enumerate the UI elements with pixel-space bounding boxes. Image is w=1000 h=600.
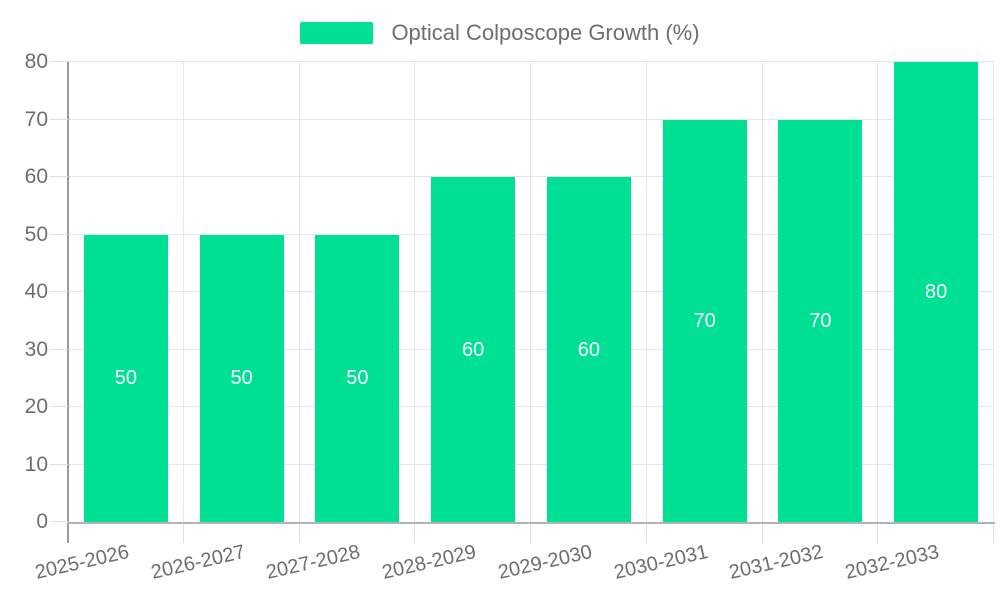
x-axis-tick — [761, 524, 763, 543]
bar[interactable] — [315, 234, 400, 522]
bar-value-label: 50 — [230, 367, 253, 390]
y-axis-label: 40 — [24, 280, 48, 303]
y-axis-tick — [50, 521, 68, 522]
y-axis-label: 0 — [36, 510, 48, 533]
y-axis-label: 50 — [24, 222, 48, 246]
x-axis-tick — [182, 524, 184, 543]
y-axis-tick — [50, 61, 68, 62]
h-gridline — [68, 348, 994, 350]
y-axis-tick — [50, 463, 68, 465]
bar-value-label: 50 — [114, 367, 137, 390]
y-axis-label: 20 — [24, 395, 48, 418]
h-gridline — [68, 61, 994, 62]
h-gridline — [68, 463, 994, 465]
v-gridline — [414, 62, 416, 522]
bar[interactable] — [199, 234, 284, 522]
y-axis-label: 70 — [24, 107, 48, 131]
v-gridline — [761, 62, 763, 522]
y-axis-label: 60 — [24, 165, 48, 188]
y-axis-label: 10 — [24, 452, 48, 476]
y-axis-label: 30 — [24, 337, 48, 361]
bar-value-label: 70 — [809, 309, 832, 332]
y-axis-tick — [50, 291, 68, 292]
x-axis-tick — [414, 524, 416, 543]
h-gridline — [68, 176, 994, 177]
legend-label: Optical Colposcope Growth (%) — [391, 20, 700, 45]
y-axis-tick — [50, 233, 68, 235]
x-axis-tick — [645, 524, 647, 543]
x-axis-line — [67, 522, 995, 524]
v-gridline — [182, 62, 184, 522]
v-gridline — [993, 62, 994, 522]
y-axis-tick — [50, 406, 68, 407]
x-axis-tick — [298, 524, 300, 543]
bar[interactable] — [662, 119, 747, 522]
h-gridline — [68, 291, 994, 292]
y-axis-label: 80 — [24, 50, 48, 73]
legend[interactable]: Optical Colposcope Growth (%) — [0, 20, 1000, 46]
bar-value-label: 80 — [925, 281, 948, 303]
v-gridline — [877, 62, 879, 522]
h-gridline — [68, 233, 994, 235]
bar-value-label: 70 — [693, 309, 716, 332]
legend-swatch — [300, 22, 374, 44]
x-axis-tick — [877, 524, 879, 543]
y-axis-tick — [50, 348, 68, 350]
y-axis-tick — [50, 176, 68, 177]
bar[interactable] — [83, 234, 168, 522]
v-gridline — [645, 62, 647, 522]
y-axis-line — [67, 62, 69, 543]
bar[interactable] — [546, 177, 631, 522]
bar[interactable] — [894, 62, 979, 522]
v-gridline — [530, 62, 531, 522]
x-axis-tick — [530, 524, 531, 543]
h-gridline — [68, 406, 994, 407]
h-gridline — [68, 118, 994, 120]
bar-value-label: 50 — [346, 367, 369, 390]
x-axis-tick — [993, 524, 994, 543]
plot-area: 50 50 50 60 60 70 70 80 — [68, 61, 994, 522]
bar-value-label: 60 — [462, 338, 485, 361]
bar[interactable] — [778, 119, 863, 522]
y-axis-tick — [50, 118, 68, 120]
bar[interactable] — [431, 177, 516, 522]
bar-value-label: 60 — [577, 338, 600, 361]
v-gridline — [298, 62, 300, 522]
